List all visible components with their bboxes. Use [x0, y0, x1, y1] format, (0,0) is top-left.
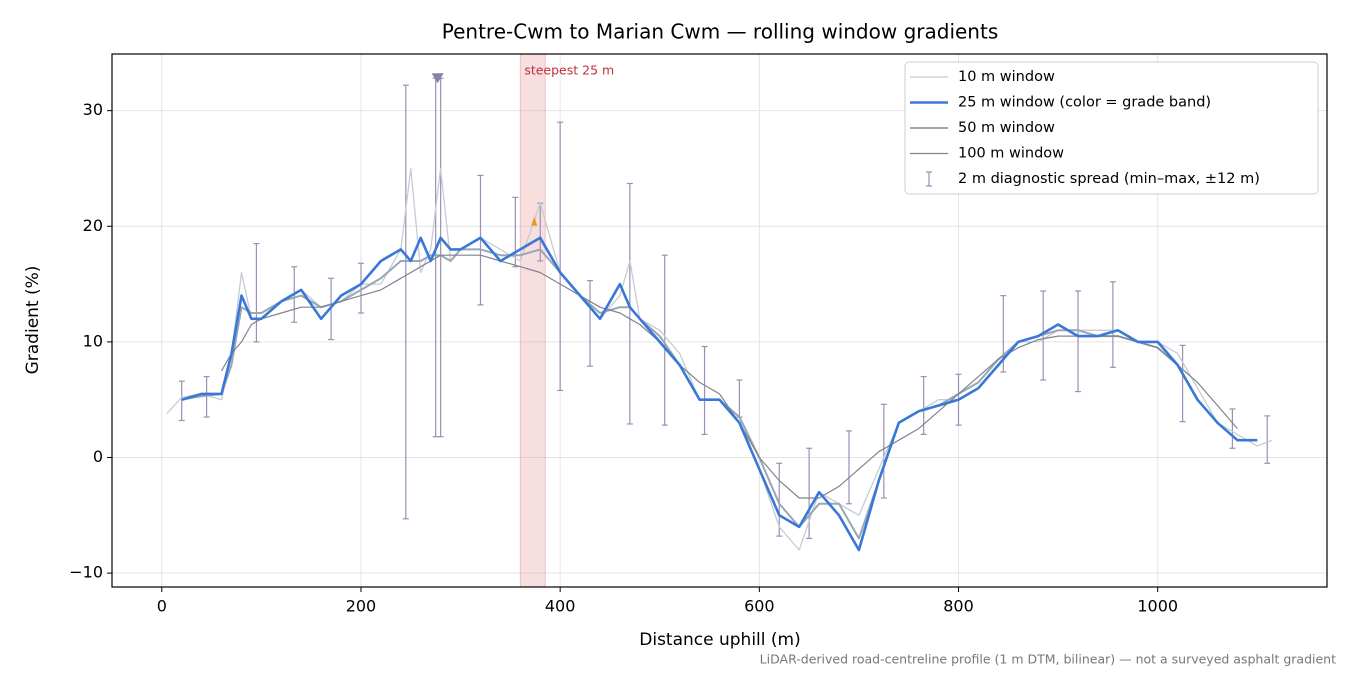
series-line [220, 254, 1238, 499]
x-tick-label: 200 [346, 597, 377, 616]
legend-label: 25 m window (color = grade band) [958, 95, 1211, 111]
x-tick-label: 600 [744, 597, 775, 616]
chart-title: Pentre-Cwm to Marian Cwm — rolling windo… [442, 20, 999, 44]
error-bar [1179, 344, 1186, 423]
series-line [166, 167, 1273, 551]
y-axis-label: Gradient (%) [23, 266, 43, 375]
x-tick-label: 1000 [1137, 597, 1178, 616]
y-tick-label: 0 [93, 447, 103, 466]
legend-label: 100 m window [958, 146, 1064, 162]
x-axis-label: Distance uphill (m) [639, 630, 800, 650]
marker [531, 216, 538, 226]
legend-swatch [926, 171, 932, 187]
y-tick-label: 30 [83, 100, 103, 119]
error-bar [626, 182, 633, 425]
error-bar [402, 84, 409, 520]
y-tick-label: −10 [69, 563, 103, 582]
error-bar [557, 121, 564, 392]
error-bar [1264, 415, 1271, 464]
error-bar [661, 254, 668, 426]
error-bar [880, 403, 887, 499]
plot-frame [111, 53, 1328, 588]
marker [431, 73, 444, 84]
footer-note: LiDAR-derived road-centreline profile (1… [760, 652, 1336, 667]
error-bar [203, 375, 210, 418]
error-bar [1229, 408, 1236, 449]
legend-box [904, 61, 1319, 195]
series-line [181, 236, 1258, 552]
error-bar [776, 462, 783, 537]
legend: 10 m window 25 m window (color = grade ba… [904, 61, 1319, 195]
error-bar [1109, 281, 1116, 368]
legend-label: 10 m window [958, 69, 1055, 85]
error-bar [736, 379, 743, 418]
highlight-span [519, 53, 546, 588]
y-tick-label: 20 [83, 216, 103, 235]
legend-label: 2 m diagnostic spread (min–max, ±12 m) [958, 171, 1260, 187]
error-bar [178, 380, 185, 422]
x-tick-label: 400 [545, 597, 576, 616]
error-bar [587, 280, 594, 367]
error-bar [806, 447, 813, 540]
x-tick-label: 0 [157, 597, 167, 616]
error-bar [253, 243, 260, 343]
y-tick-label: 10 [83, 331, 103, 350]
legend-label: 50 m window [958, 120, 1055, 136]
error-bar [1075, 290, 1082, 393]
span-label: steepest 25 m [524, 63, 614, 78]
error-bar [701, 345, 708, 435]
error-bar [845, 430, 852, 505]
error-bar [357, 262, 364, 314]
error-bar [477, 174, 484, 306]
x-tick-label: 800 [943, 597, 974, 616]
